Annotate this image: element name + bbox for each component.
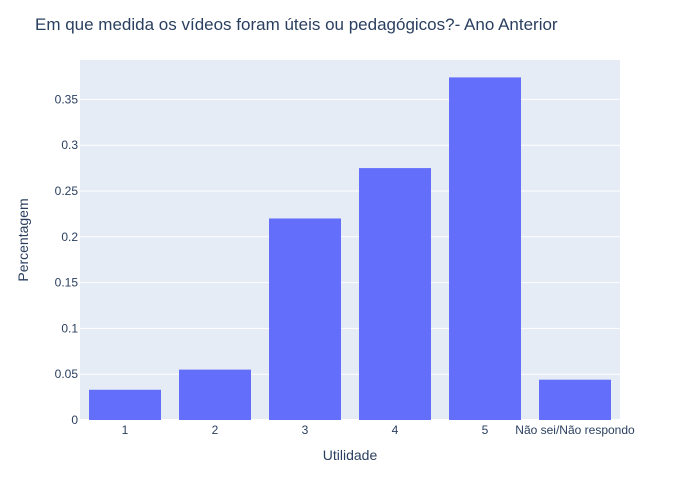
y-tick-label: 0.1 [61, 321, 78, 335]
y-axis-ticks: 0 0.05 0.1 0.15 0.2 0.25 0.3 0.35 [55, 92, 79, 427]
y-tick-label: 0.25 [55, 184, 79, 198]
y-tick-label: 0.2 [61, 230, 78, 244]
bar [359, 168, 431, 420]
x-tick-label: 3 [302, 423, 309, 437]
plot-background [80, 60, 620, 420]
bar [89, 389, 161, 420]
y-tick-label: 0.15 [55, 276, 79, 290]
bar [179, 369, 251, 420]
x-tick-label: Não sei/Não respondo [515, 423, 635, 437]
y-tick-label: 0.35 [55, 92, 79, 106]
x-axis-ticks: 1 2 3 4 5 Não sei/Não respondo [122, 423, 635, 437]
y-tick-label: 0.05 [55, 367, 79, 381]
chart-title: Em que medida os vídeos foram úteis ou p… [35, 15, 558, 34]
y-tick-label: 0.3 [61, 138, 78, 152]
bars [89, 77, 611, 421]
bar [269, 218, 341, 420]
x-tick-label: 5 [482, 423, 489, 437]
x-tick-label: 2 [212, 423, 219, 437]
x-axis-title: Utilidade [323, 447, 378, 463]
bar [539, 379, 611, 420]
gridlines [80, 98, 620, 421]
x-tick-label: 1 [122, 423, 129, 437]
y-axis-title: Percentagem [15, 198, 31, 281]
y-tick-label: 0 [71, 413, 78, 427]
bar [449, 77, 521, 421]
x-tick-label: 4 [392, 423, 399, 437]
